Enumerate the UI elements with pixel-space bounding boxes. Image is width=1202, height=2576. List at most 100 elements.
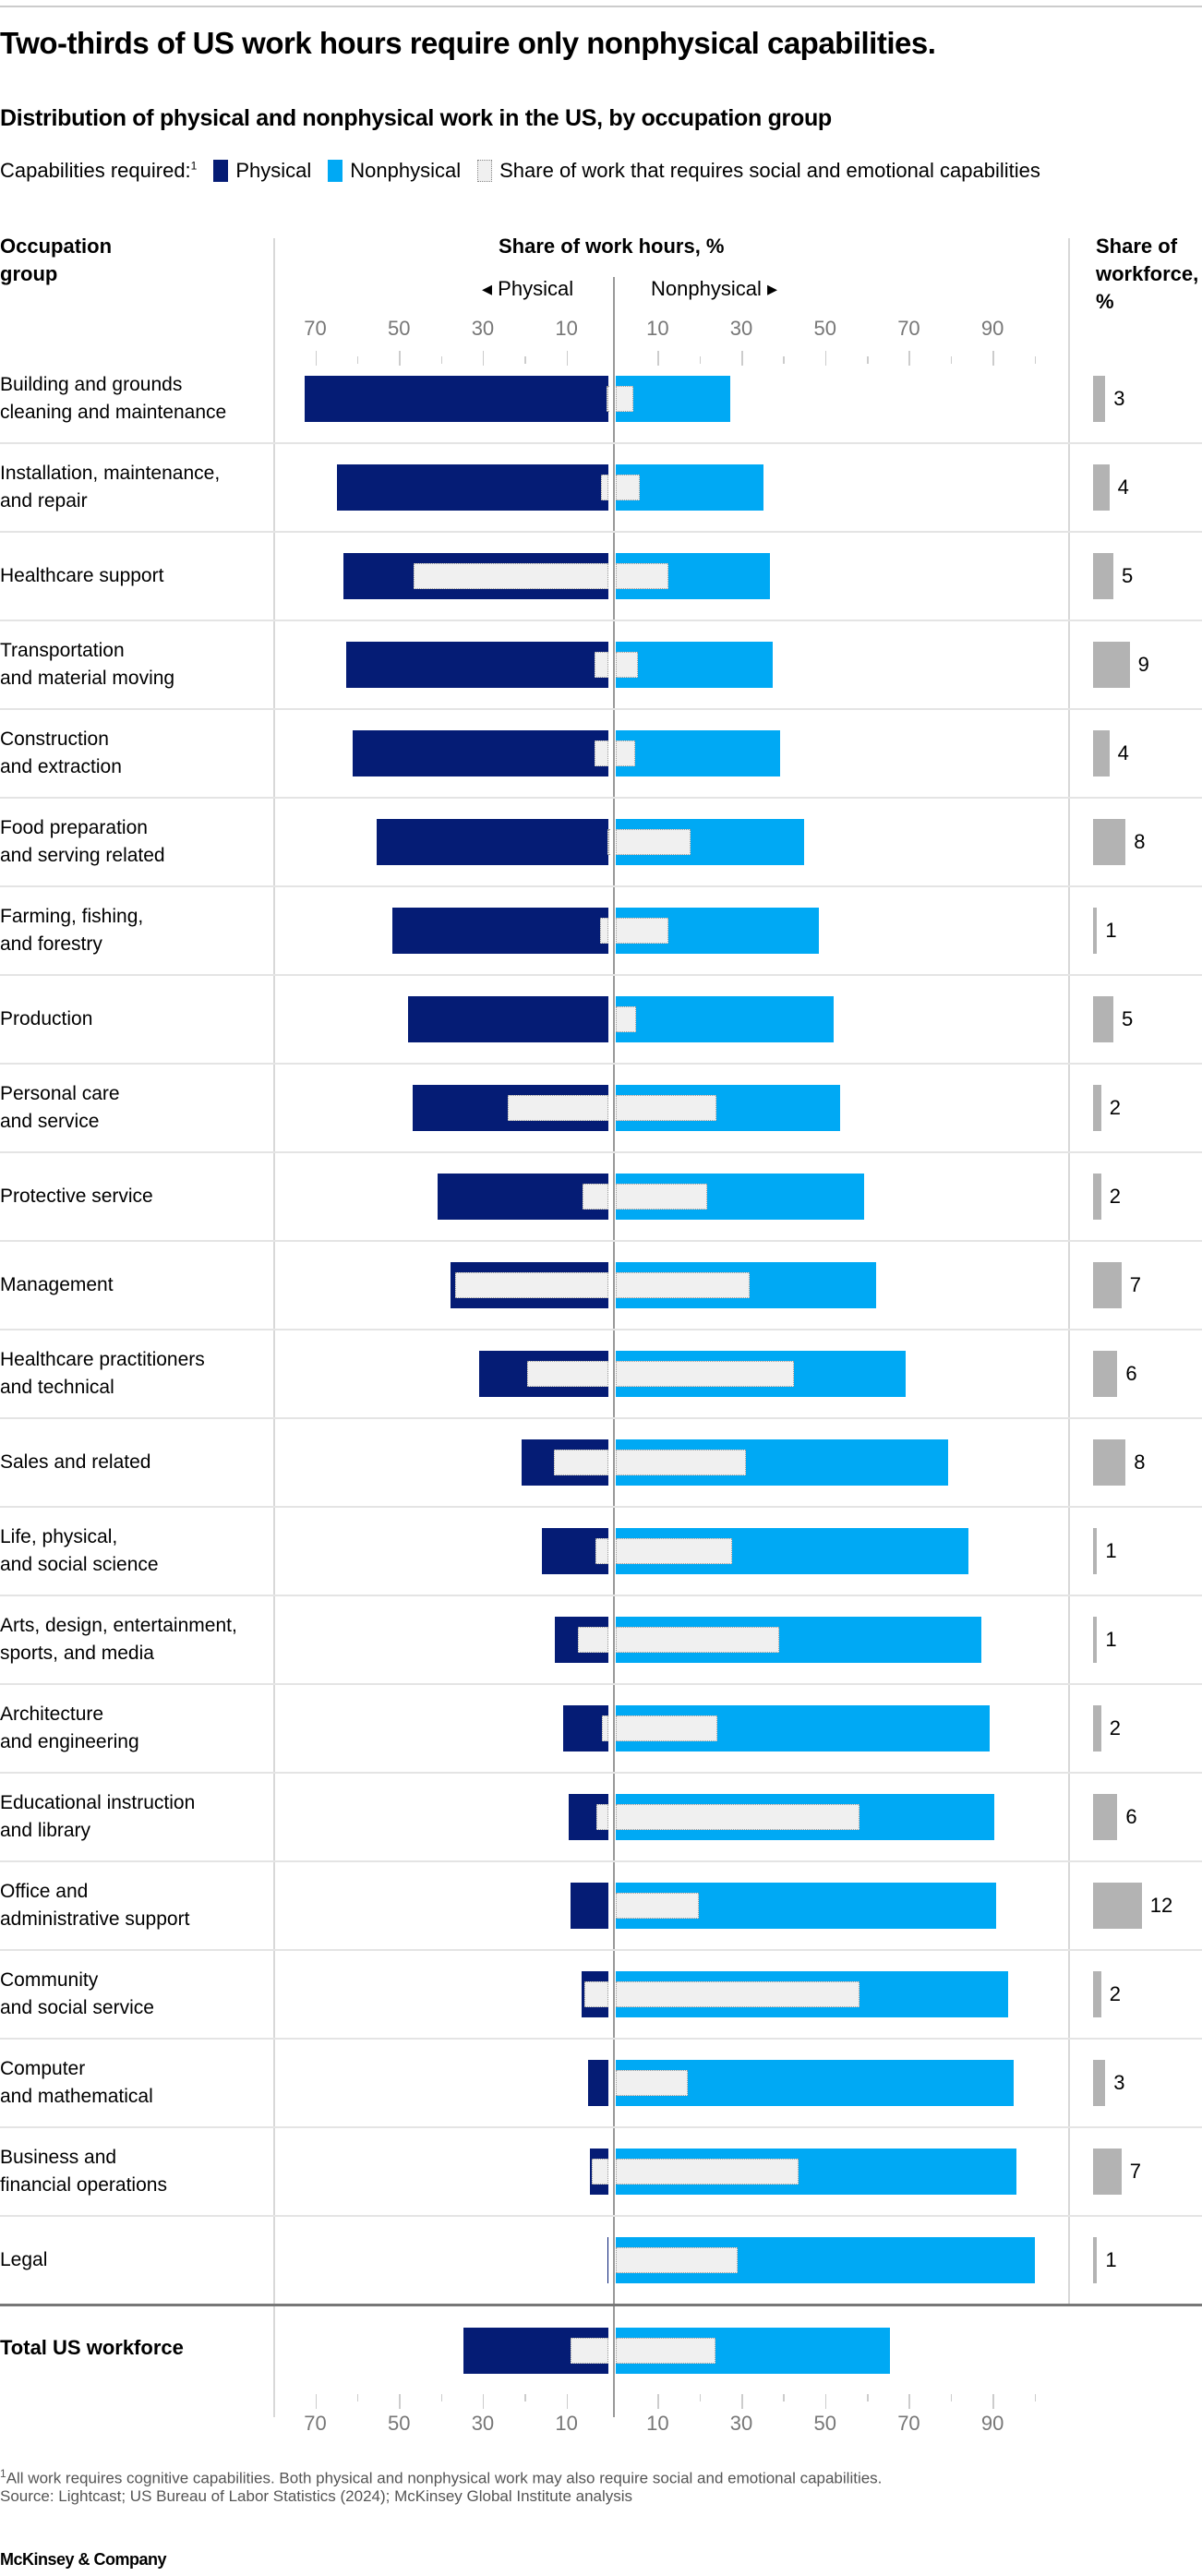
legend-swatch-nonphysical: [328, 160, 343, 182]
workforce-value: 4: [1117, 475, 1129, 499]
bar-nonphysical: [616, 464, 764, 511]
bar-physical: [587, 2060, 608, 2106]
footnote-text: All work requires cognitive capabilities…: [6, 2469, 883, 2487]
chart-subtitle: Distribution of physical and nonphysical…: [0, 105, 832, 131]
row-label: Community and social service: [0, 1969, 154, 2018]
workforce-value: 12: [1149, 1894, 1173, 1917]
workforce-value: 1: [1105, 919, 1117, 942]
workforce-value: 3: [1113, 2071, 1125, 2094]
bar-social-nonphysical: [616, 652, 638, 678]
bar-social-physical: [455, 1272, 608, 1298]
row-divider: [0, 797, 1202, 799]
workforce-value: 1: [1105, 2248, 1117, 2271]
row-label: Food preparation and serving related: [0, 817, 165, 866]
row-label: Transportation and material moving: [0, 640, 175, 689]
bar-social-physical: [554, 1450, 608, 1475]
bar-workforce: [1093, 1528, 1098, 1574]
tick-mark: [1034, 356, 1036, 364]
row-label: Healthcare support: [0, 565, 164, 586]
bar-social-nonphysical: [616, 386, 634, 412]
bar-social-nonphysical: [616, 740, 635, 766]
tick-mark: [950, 356, 953, 364]
row-divider: [0, 1860, 1202, 1862]
row-label: Production: [0, 1008, 93, 1029]
bar-workforce: [1093, 2237, 1098, 2283]
tick-label-nonphysical: 50: [813, 317, 836, 340]
tick-label-physical: 10: [555, 317, 578, 340]
row-divider: [0, 885, 1202, 887]
row-label: Management: [0, 1274, 114, 1295]
bar-physical: [377, 819, 608, 865]
bar-workforce: [1093, 908, 1098, 954]
tick-label-nonphysical: 90: [980, 317, 1004, 340]
tick-mark: [524, 356, 526, 364]
tick-label-nonphysical: 10: [646, 2412, 669, 2435]
bar-workforce: [1093, 1351, 1118, 1397]
tick-mark: [315, 351, 318, 366]
row-label: Personal care and service: [0, 1083, 120, 1132]
legend-swatch-physical: [213, 160, 229, 182]
workforce-value: 2: [1109, 1096, 1122, 1119]
bar-nonphysical: [616, 642, 774, 688]
workforce-value: 3: [1113, 387, 1125, 410]
tick-mark: [524, 2394, 526, 2401]
total-label: Total US workforce: [0, 2336, 184, 2359]
bar-social-nonphysical: [616, 1095, 717, 1121]
bar-social-nonphysical: [616, 1006, 637, 1032]
workforce-value: 2: [1109, 1185, 1122, 1208]
legend-label-social: Share of work that requires social and e…: [499, 159, 1040, 182]
tick-mark: [741, 351, 743, 366]
bar-social-physical: [602, 1715, 608, 1741]
legend-prefix: Capabilities required:1: [0, 159, 197, 183]
row-divider: [0, 1683, 1202, 1685]
tick-mark: [908, 2394, 910, 2409]
total-bar-social-physical: [571, 2338, 608, 2364]
row-divider: [0, 1240, 1202, 1242]
tick-mark: [440, 2394, 443, 2401]
workforce-value: 1: [1105, 1539, 1117, 1562]
workforce-value: 8: [1134, 830, 1146, 853]
tick-label-nonphysical: 10: [646, 317, 669, 340]
tick-mark: [824, 351, 827, 366]
tick-label-nonphysical: 50: [813, 2412, 836, 2435]
legend-prefix-text: Capabilities required:: [0, 159, 191, 182]
row-label: Installation, maintenance, and repair: [0, 463, 221, 512]
tick-mark: [1034, 2394, 1036, 2401]
tick-mark: [908, 351, 910, 366]
top-rule: [0, 6, 1202, 7]
row-label: Healthcare practitioners and technical: [0, 1349, 205, 1398]
bar-social-physical: [584, 1981, 608, 2007]
row-label: Educational instruction and library: [0, 1792, 196, 1841]
total-bar-social-nonphysical: [616, 2338, 715, 2364]
bar-workforce: [1093, 1174, 1101, 1220]
bar-social-nonphysical: [616, 829, 691, 855]
bar-social-nonphysical: [616, 2070, 688, 2096]
workforce-value: 2: [1109, 1716, 1122, 1739]
row-label: Life, physical, and social science: [0, 1526, 159, 1575]
row-divider: [0, 1506, 1202, 1508]
tick-mark: [399, 351, 401, 366]
bar-social-physical: [594, 740, 608, 766]
tick-label-nonphysical: 30: [729, 2412, 753, 2435]
legend-label-physical: Physical: [235, 159, 312, 182]
bar-social-nonphysical: [616, 918, 668, 944]
tick-label-nonphysical: 90: [980, 2412, 1004, 2435]
bar-workforce: [1093, 1617, 1098, 1663]
row-divider: [0, 1063, 1202, 1065]
source: Source: Lightcast; US Bureau of Labor St…: [0, 2487, 633, 2505]
bar-nonphysical: [616, 730, 780, 776]
workforce-value: 9: [1137, 653, 1149, 676]
header-occupation: Occupation group: [0, 235, 113, 285]
bar-social-physical: [508, 1095, 608, 1121]
bar-social-physical: [595, 1538, 608, 1564]
tick-mark: [950, 2394, 953, 2401]
bar-social-nonphysical: [616, 1893, 699, 1919]
bar-workforce: [1093, 1883, 1142, 1929]
workforce-value: 8: [1134, 1451, 1146, 1474]
tick-label-physical: 50: [388, 317, 411, 340]
row-label: Computer and mathematical: [0, 2058, 153, 2107]
bar-social-physical: [599, 918, 608, 944]
tick-mark: [824, 2394, 827, 2409]
bar-workforce: [1093, 464, 1110, 511]
row-label: Arts, design, entertainment, sports, and…: [0, 1615, 237, 1664]
